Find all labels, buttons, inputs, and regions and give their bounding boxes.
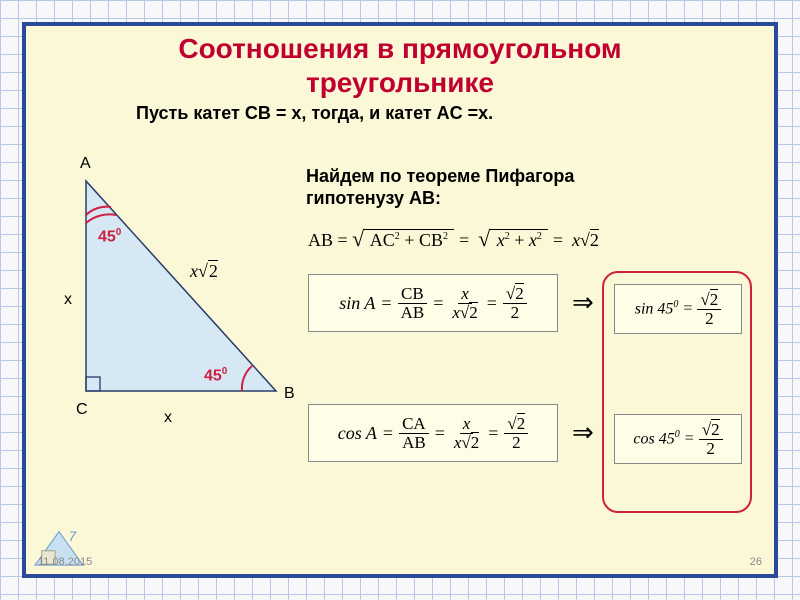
pythag-line-2: гипотенузу AB: [306,188,441,208]
triangle-svg [56,161,316,441]
vertex-a: A [80,155,91,173]
vertex-c: C [76,401,88,419]
slide-title: Соотношения в прямоугольном треугольнике [26,26,774,99]
title-line-2: треугольнике [306,67,494,98]
pythagoras-intro: Найдем по теореме Пифагора гипотенузу AB… [306,166,574,209]
slide: Соотношения в прямоугольном треугольнике… [22,22,778,578]
side-cb-label: x [164,409,172,427]
sin-45-result: sin 450 = √22 [614,284,742,334]
premise-text: Пусть катет CB = x, тогда, и катет AC =x… [26,99,774,124]
arrow-cos: ⇒ [572,418,594,448]
arrow-sin: ⇒ [572,288,594,318]
cos-45-result: cos 450 = √22 [614,414,742,464]
page-number: 26 [750,556,762,568]
angle-b-label: 450 [204,366,227,385]
side-ac-label: x [64,291,72,309]
triangle-diagram: A B C x x x√2 450 450 [56,161,316,441]
pythag-line-1: Найдем по теореме Пифагора [306,166,574,186]
footer-date: 11.08.2015 [38,556,92,568]
cos-a-formula: cos A = CAAB = xx√2 = √22 [308,404,558,462]
angle-a-label: 450 [98,227,121,246]
sin-a-formula: sin A = CBAB = xx√2 = √22 [308,274,558,332]
svg-text:7: 7 [69,529,77,544]
title-line-1: Соотношения в прямоугольном [178,33,621,64]
ab-equation: AB = √ AC2 + CB2 = √ x2 + x2 = x√2 [308,226,599,252]
vertex-b: B [284,385,295,403]
